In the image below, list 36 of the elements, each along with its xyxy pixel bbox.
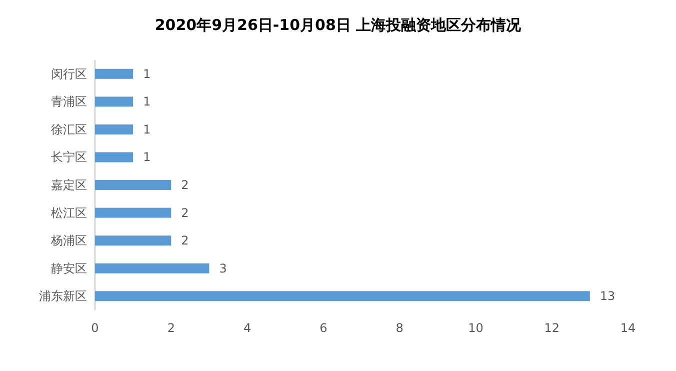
bar (95, 263, 210, 274)
chart-title: 2020年9月26日-10月08日 上海投融资地区分布情况 (154, 16, 522, 34)
data-label: 2 (181, 206, 189, 220)
data-label: 2 (181, 234, 189, 248)
y-tick-label: 静安区 (51, 261, 87, 276)
x-tick-label: 14 (620, 321, 636, 335)
y-tick-label: 嘉定区 (51, 178, 87, 192)
bar (95, 180, 172, 190)
x-tick-label: 4 (243, 321, 252, 335)
data-label: 1 (143, 150, 151, 164)
y-tick-label: 松江区 (51, 206, 87, 220)
y-tick-label: 浦东新区 (39, 289, 87, 304)
x-tick-label: 10 (468, 321, 484, 335)
y-tick-label: 徐汇区 (51, 122, 87, 136)
bar (95, 236, 172, 246)
y-tick-label: 青浦区 (51, 94, 87, 109)
y-tick-label: 闵行区 (51, 66, 87, 81)
x-tick-label: 12 (544, 321, 560, 335)
data-label: 1 (143, 66, 151, 81)
x-tick-label: 2 (167, 321, 175, 335)
data-label: 1 (143, 122, 151, 136)
x-tick-label: 8 (396, 321, 404, 335)
bar (95, 291, 590, 302)
data-label: 2 (181, 178, 189, 192)
y-tick-label: 长宁区 (51, 150, 87, 164)
data-label: 13 (600, 289, 616, 304)
data-label: 3 (219, 261, 227, 276)
y-tick-label: 杨浦区 (50, 234, 87, 248)
x-tick-label: 0 (91, 321, 99, 335)
data-label: 1 (143, 94, 151, 109)
bar (95, 208, 172, 218)
bar (95, 96, 134, 107)
bar (95, 68, 134, 79)
x-tick-label: 6 (320, 321, 328, 335)
bar (95, 124, 134, 134)
bar (95, 152, 134, 162)
